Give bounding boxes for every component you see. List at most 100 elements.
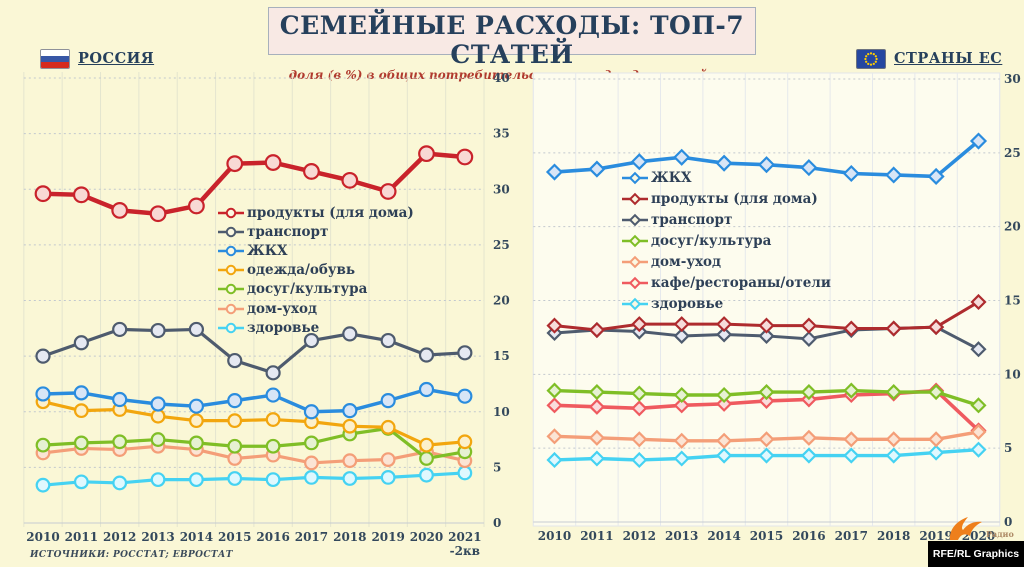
legend-item-ЖКХ: ЖКХ <box>218 241 414 260</box>
legend-marker-icon <box>218 284 244 295</box>
legend-item-здоровье: здоровье <box>218 318 414 337</box>
legend-marker-icon <box>622 255 648 268</box>
svg-text:20: 20 <box>493 294 510 308</box>
legend-item-досуг/культура: досуг/культура <box>622 230 831 251</box>
svg-text:40: 40 <box>493 71 510 85</box>
svg-text:-2кв: -2кв <box>450 544 480 558</box>
grid <box>532 73 1001 526</box>
svg-text:2019: 2019 <box>919 529 952 543</box>
legend-marker-icon <box>218 322 244 333</box>
radio-label: Радио <box>986 529 1014 539</box>
legend-item-кафе/рестораны/отели: кафе/рестораны/отели <box>622 272 831 293</box>
series-продукты (для дома) <box>546 293 987 339</box>
legend-label: дом-уход <box>247 300 318 317</box>
svg-text:2018: 2018 <box>877 529 910 543</box>
series-транспорт <box>35 321 473 381</box>
grid <box>23 72 485 527</box>
svg-text:5: 5 <box>493 460 501 474</box>
svg-text:25: 25 <box>1004 146 1021 160</box>
legend-marker-icon <box>622 171 648 184</box>
legend-item-транспорт: транспорт <box>622 209 831 230</box>
eu-flag-icon <box>856 49 886 69</box>
series-продукты (для дома) <box>34 145 474 223</box>
legend-label: ЖКХ <box>651 169 692 186</box>
legend-label: транспорт <box>247 223 329 240</box>
series-здоровье <box>35 465 473 493</box>
legend-label: ЖКХ <box>247 242 288 259</box>
svg-text:2017: 2017 <box>835 529 868 543</box>
svg-text:30: 30 <box>493 182 510 196</box>
series-дом-уход <box>546 423 987 449</box>
legend-item-здоровье: здоровье <box>622 293 831 314</box>
eu-legend: ЖКХ продукты (для дома) транспорт досуг/кул… <box>622 167 831 314</box>
legend-marker-icon <box>622 192 648 205</box>
svg-text:0: 0 <box>493 516 501 530</box>
svg-text:2017: 2017 <box>295 530 328 544</box>
legend-item-транспорт: транспорт <box>218 222 414 241</box>
legend-item-продукты (для дома): продукты (для дома) <box>622 188 831 209</box>
series-одежда/обувь <box>35 394 473 453</box>
svg-text:15: 15 <box>1004 294 1021 308</box>
x-axis-labels: 2010 2011 2012 2013 2014 2015 2016 2017 2018 2019… <box>538 529 995 543</box>
legend-item-дом-уход: дом-уход <box>622 251 831 272</box>
series-досуг/культура <box>546 382 987 414</box>
legend-item-продукты (для дома): продукты (для дома) <box>218 203 414 222</box>
legend-marker-icon <box>622 276 648 289</box>
svg-text:2012: 2012 <box>103 530 136 544</box>
legend-item-ЖКХ: ЖКХ <box>622 167 831 188</box>
y-axis-labels: 0 5 10 15 20 25 30 35 40 <box>493 71 510 530</box>
svg-text:2015: 2015 <box>750 529 783 543</box>
russia-panel-label: РОССИЯ <box>78 50 155 67</box>
series-здоровье <box>546 441 987 469</box>
legend-label: досуг/культура <box>247 281 368 298</box>
legend-item-дом-уход: дом-уход <box>218 299 414 318</box>
credit-badge: RFE/RL Graphics <box>928 541 1024 567</box>
legend-marker-icon <box>218 303 244 314</box>
svg-text:2011: 2011 <box>65 530 98 544</box>
legend-marker-icon <box>218 245 244 257</box>
svg-text:2020: 2020 <box>410 530 443 544</box>
svg-text:2016: 2016 <box>792 529 825 543</box>
legend-marker-icon <box>218 226 244 237</box>
legend-marker-icon <box>218 207 244 218</box>
legend-label: досуг/культура <box>651 232 772 249</box>
title-box: СЕМЕЙНЫЕ РАСХОДЫ: ТОП-7 СТАТЕЙ доля (в %… <box>268 7 756 81</box>
svg-text:2014: 2014 <box>180 530 213 544</box>
legend-item-одежда/обувь: одежда/обувь <box>218 261 414 280</box>
svg-text:2010: 2010 <box>538 529 571 543</box>
svg-text:0: 0 <box>1004 515 1012 529</box>
svg-text:10: 10 <box>493 405 510 419</box>
page-title: СЕМЕЙНЫЕ РАСХОДЫ: ТОП-7 СТАТЕЙ <box>279 11 745 69</box>
legend-marker-icon <box>622 297 648 310</box>
torch-flame-icon <box>949 517 982 540</box>
svg-text:2014: 2014 <box>707 529 740 543</box>
legend-label: дом-уход <box>651 253 722 270</box>
series-досуг/культура <box>35 421 473 466</box>
russia-legend: продукты (для дома) транспорт ЖКХ одежда/об… <box>218 203 414 337</box>
series-ЖКХ <box>35 381 473 420</box>
legend-marker-icon <box>622 234 648 247</box>
y-axis-labels: 0 5 10 15 20 25 30 <box>1004 72 1021 529</box>
svg-text:20: 20 <box>1004 220 1021 234</box>
svg-text:2015: 2015 <box>218 530 251 544</box>
eu-chart: 2010 2011 2012 2013 2014 2015 2016 2017 2018 2019… <box>532 72 1021 543</box>
svg-text:5: 5 <box>1004 441 1012 455</box>
svg-text:2019: 2019 <box>371 530 404 544</box>
svg-text:2010: 2010 <box>26 530 59 544</box>
svg-text:2012: 2012 <box>623 529 656 543</box>
russia-chart: 2010 2011 2012 2013 2014 2015 2016 2017 2018 2019… <box>23 71 510 558</box>
legend-label: транспорт <box>651 211 733 228</box>
series-ЖКХ <box>545 132 988 186</box>
legend-item-досуг/культура: досуг/культура <box>218 280 414 299</box>
svg-text:10: 10 <box>1004 367 1021 381</box>
x-axis-labels: 2010 2011 2012 2013 2014 2015 2016 2017 2018 2019… <box>26 530 481 558</box>
legend-label: здоровье <box>247 319 320 336</box>
svg-text:2013: 2013 <box>141 530 174 544</box>
svg-text:35: 35 <box>493 127 510 141</box>
russia-flag-icon <box>40 49 70 69</box>
svg-text:2018: 2018 <box>333 530 366 544</box>
legend-marker-icon <box>622 213 648 226</box>
legend-label: кафе/рестораны/отели <box>651 274 831 291</box>
